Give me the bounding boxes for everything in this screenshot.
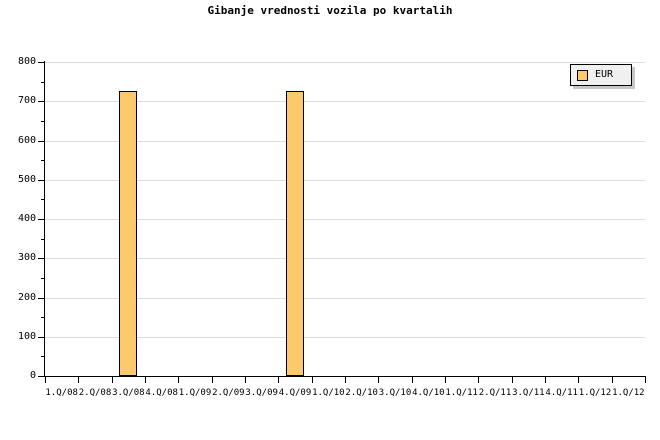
legend-swatch-icon [577,69,588,81]
x-axis-tick-label: 3.Q/11 [512,388,545,398]
gridline [45,219,645,220]
plot-area [45,62,645,377]
x-tick [612,377,613,383]
y-tick-minor [41,238,44,240]
y-axis-tick-label: 600 [17,134,36,146]
y-tick-major [38,62,44,63]
x-tick [78,377,79,383]
x-axis-tick-label: 4.Q/11 [545,388,578,398]
x-tick [312,377,313,383]
gridline [45,336,645,338]
gridline [45,62,645,63]
x-tick [45,377,46,383]
y-tick-major [38,336,44,338]
y-tick-major [38,376,44,377]
y-axis-line [44,61,45,377]
x-tick [645,377,646,383]
y-tick-major [38,140,44,142]
y-tick-minor [41,277,44,279]
x-tick [345,377,346,383]
y-tick-major [38,101,44,103]
y-axis-tick-label: 300 [17,252,36,264]
x-tick [512,377,513,383]
bar[interactable] [119,90,137,376]
y-axis-tick-label: 200 [17,291,36,303]
x-tick [478,377,479,383]
y-axis-tick-label: 0 [29,370,36,381]
x-axis-tick-label: 1.Q/12 [578,388,612,398]
y-tick-major [38,258,44,260]
y-axis-tick-label: 400 [17,213,36,224]
legend-box[interactable]: EUR [570,64,632,86]
x-tick [145,377,146,383]
x-axis-tick-label: 2.Q/10 [345,388,378,398]
y-tick-minor [41,120,44,122]
legend[interactable]: EUR [570,64,635,89]
x-axis-line [44,376,646,377]
x-tick [245,377,246,383]
x-axis-tick-label: 4.Q/09 [278,388,312,398]
x-tick [378,377,379,383]
chart-title: Gibanje vrednosti vozila po kvartalih [207,4,453,17]
gridline [45,101,645,103]
x-axis-tick-label: 1.Q/12 [612,388,645,398]
x-axis-tick-label: 4.Q/10 [412,388,445,398]
y-tick-major [38,297,44,299]
x-axis-tick-label: 2.Q/08 [78,388,112,398]
gridline [45,140,645,142]
x-tick [412,377,413,383]
x-tick [112,377,113,383]
y-tick-major [38,179,44,181]
y-axis-labels: 0 100 200 300 400 500 600 700 800 [0,0,36,440]
y-tick-minor [41,317,44,319]
gridline [45,179,645,181]
y-axis-tick-label: 800 [17,56,36,67]
y-tick-major [38,219,44,220]
x-axis-tick-label: 2.Q/11 [478,388,512,398]
y-tick-minor [41,160,44,162]
y-tick-minor [41,199,44,201]
x-axis-tick-label: 1.Q/09 [178,388,212,398]
legend-item-label: EUR [595,69,614,80]
x-tick [278,377,279,383]
x-axis-tick-label: 3.Q/08 [112,388,145,398]
y-axis-tick-label: 500 [17,173,36,185]
x-tick [578,377,579,383]
x-axis-tick-label: 1.Q/08 [45,388,78,398]
x-axis-tick-label: 2.Q/09 [212,388,245,398]
gridline [45,297,645,299]
y-axis-tick-label: 700 [17,95,36,107]
x-tick [445,377,446,383]
x-axis-tick-label: 1.Q/11 [445,388,478,398]
x-tick [212,377,213,383]
y-tick-minor [41,81,44,83]
y-tick-minor [41,356,44,358]
x-axis-tick-label: 1.Q/10 [312,388,345,398]
x-axis-tick-label: 3.Q/09 [245,388,278,398]
bar[interactable] [286,91,304,376]
x-axis-tick-label: 4.Q/08 [145,388,178,398]
y-axis-tick-label: 100 [17,330,36,342]
x-tick [178,377,179,383]
x-tick [545,377,546,383]
x-axis-tick-label: 3.Q/10 [378,388,412,398]
gridline [45,258,645,260]
